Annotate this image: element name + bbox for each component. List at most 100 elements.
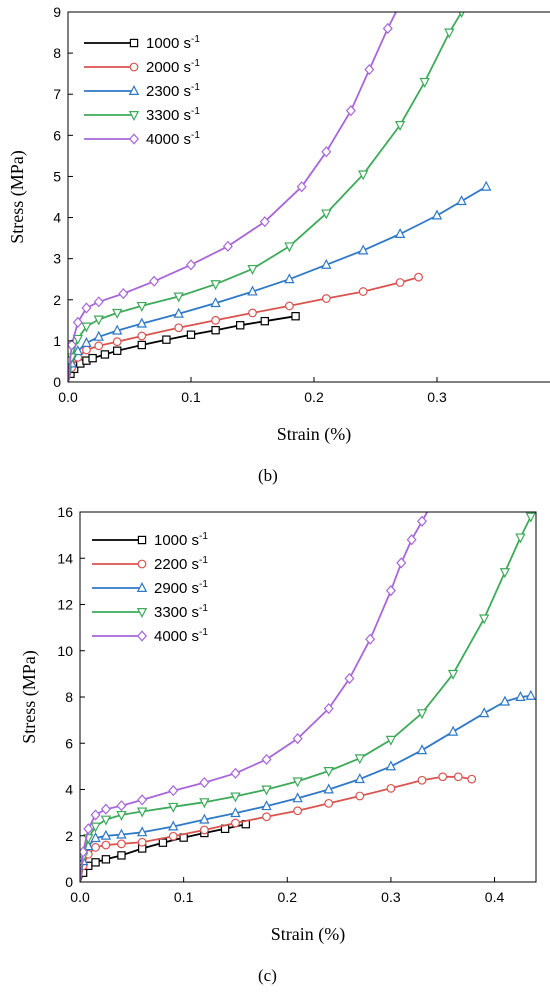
legend-marker-3 [128, 110, 140, 122]
data-point-0-13 [260, 316, 270, 326]
data-point-3-14 [419, 77, 430, 88]
legend-label-sup-3: -1 [199, 603, 208, 614]
data-point-1-11 [321, 294, 331, 303]
data-point-4-14 [382, 22, 393, 35]
data-point-0-5 [117, 851, 126, 860]
data-point-4-13 [344, 672, 355, 685]
y-tick-label-3: 3 [53, 251, 61, 267]
data-point-1-7 [174, 323, 184, 333]
data-point-4-11 [292, 733, 303, 745]
data-point-0-7 [112, 346, 122, 355]
data-point-0-9 [162, 335, 171, 344]
data-point-3-21 [532, 502, 540, 510]
data-point-4-2 [83, 823, 94, 835]
data-point-4-8 [222, 240, 233, 252]
data-point-2-10 [284, 273, 295, 284]
chart-c: 0.0 0.1 0.2 0.3 0.4 0 2 4 6 8 10 12 14 16 Strain (%) St… [19, 500, 540, 945]
data-point-2-20 [525, 689, 536, 700]
data-point-4-4 [100, 803, 111, 815]
y-tick-label-1: 1 [53, 333, 61, 349]
data-point-4-1 [68, 339, 77, 351]
data-point-1-5 [117, 839, 126, 849]
data-point-4-9 [230, 767, 241, 779]
legend-label-1: 2000 s-1 [146, 58, 200, 76]
data-point-2-15 [456, 195, 467, 206]
data-point-1-17 [453, 772, 463, 782]
data-point-1-15 [417, 775, 427, 785]
data-point-3-17 [478, 614, 490, 625]
data-point-0-14 [291, 312, 300, 321]
data-point-1-11 [293, 806, 303, 816]
data-point-4-5 [116, 800, 127, 812]
y-tick-label-7: 14 [57, 550, 73, 566]
plot-frame [79, 511, 537, 883]
data-point-2-2 [72, 345, 84, 356]
data-point-3-15 [416, 709, 428, 720]
data-point-2-6 [136, 317, 147, 328]
legend-label-4: 4000 s-1 [146, 130, 200, 148]
data-point-2-7 [173, 307, 184, 318]
data-point-1-6 [137, 331, 147, 341]
series-group [68, 0, 492, 382]
legend: 1000 s-1 2200 s-1 2900 s-1 3300 s-1 4000 s-1 [92, 531, 208, 645]
data-point-1-12 [358, 287, 368, 296]
y-tick-label-2: 4 [65, 782, 73, 798]
data-point-2-13 [354, 773, 366, 784]
legend-label-4: 4000 s-1 [154, 627, 208, 645]
legend-label-sup-1: -1 [191, 58, 200, 69]
y-tick-label-5: 5 [53, 168, 61, 184]
x-tick-label-0: 0.0 [70, 889, 90, 905]
legend-marker-2 [136, 581, 148, 593]
data-point-2-11 [321, 258, 332, 269]
y-tick-label-8: 8 [53, 45, 61, 61]
legend-marker-4 [136, 630, 148, 642]
legend-marker-1 [137, 559, 147, 569]
data-point-3-10 [284, 242, 295, 253]
x-axis-title: Strain (%) [277, 424, 351, 445]
data-point-3-3 [90, 822, 101, 833]
data-point-4-8 [199, 776, 210, 789]
data-point-4-7 [168, 785, 179, 797]
data-point-2-15 [416, 744, 428, 755]
data-point-0-5 [88, 353, 97, 363]
x-tick-label-4: 0.4 [485, 889, 505, 905]
data-point-2-8 [210, 297, 221, 308]
data-point-4-7 [185, 259, 197, 271]
x-tick-label-1: 0.1 [181, 389, 201, 405]
y-tick-label-5: 10 [57, 643, 73, 659]
legend-marker-2 [128, 84, 140, 96]
data-point-4-10 [261, 753, 272, 766]
data-point-3-20 [525, 512, 536, 523]
data-point-1-6 [137, 837, 147, 847]
data-point-2-8 [199, 813, 210, 824]
data-point-2-13 [394, 227, 406, 238]
data-point-3-13 [354, 754, 366, 765]
data-point-0-11 [211, 326, 220, 335]
data-point-4-19 [428, 500, 436, 507]
data-point-3-6 [136, 807, 148, 818]
y-tick-label-6: 6 [53, 127, 61, 143]
x-tick-label-2: 0.2 [278, 889, 298, 905]
data-point-4-12 [323, 702, 334, 715]
data-point-2-3 [81, 336, 92, 347]
legend-label-0: 1000 s-1 [146, 34, 200, 52]
y-tick-label-4: 4 [53, 210, 61, 226]
data-point-3-5 [116, 810, 127, 821]
data-point-3-17 [464, 0, 472, 4]
data-point-2-18 [499, 695, 511, 706]
panel-caption-c: (c) [258, 966, 277, 985]
data-point-1-9 [248, 308, 257, 318]
x-tick-label-3: 0.3 [427, 389, 447, 405]
legend-label-1: 2200 s-1 [154, 555, 208, 573]
series-group [80, 500, 540, 882]
x-tick-label-3: 0.3 [381, 889, 401, 905]
data-point-3-6 [136, 301, 147, 312]
data-point-2-16 [447, 725, 459, 736]
data-point-4-15 [385, 585, 396, 597]
data-point-2-16 [481, 180, 492, 191]
legend-label-sup-2: -1 [199, 579, 208, 590]
data-point-4-4 [93, 296, 104, 308]
data-point-3-4 [100, 815, 112, 826]
data-point-3-7 [168, 802, 179, 813]
data-point-4-13 [364, 63, 375, 76]
